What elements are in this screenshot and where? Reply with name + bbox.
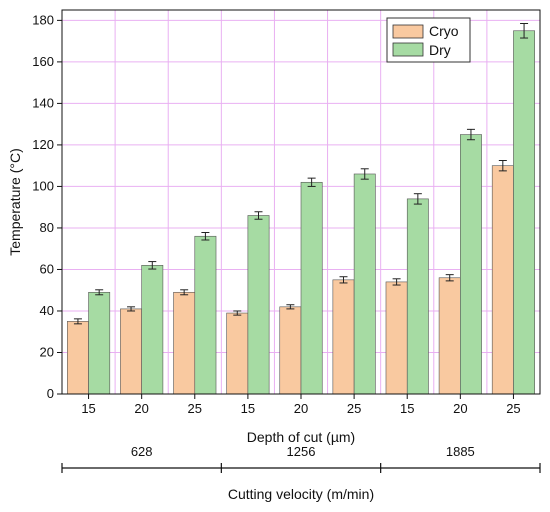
x-tick-label: 25 (188, 401, 202, 416)
bar-dry-4 (300, 181, 323, 395)
bar-dry-6 (406, 198, 429, 395)
error-bar-cryo-8 (498, 159, 507, 172)
error-bar-dry-0 (95, 289, 104, 296)
x-axis-ticks: 15 20 25 15 20 25 15 20 25 (81, 394, 521, 416)
secondary-axis-label: 1256 (287, 444, 316, 459)
x-tick-label: 15 (400, 401, 414, 416)
secondary-axis-title: Cutting velocity (m/min) (228, 486, 374, 502)
bar-cryo-0 (67, 321, 89, 395)
error-bar-dry-1 (148, 261, 157, 270)
bar-cryo-3 (226, 312, 249, 395)
secondary-axis-label: 628 (131, 444, 153, 459)
bar-cryo-7 (438, 277, 461, 395)
y-tick-label: 60 (40, 261, 54, 276)
x-axis-title: Depth of cut (µm) (247, 429, 355, 445)
error-bar-cryo-4 (286, 304, 295, 310)
legend-label-cryo: Cryo (429, 23, 459, 39)
y-axis-title: Temperature (°C) (7, 148, 23, 256)
legend: Cryo Dry (386, 17, 471, 63)
y-tick-label: 40 (40, 303, 54, 318)
error-bar-dry-4 (307, 177, 316, 187)
bars (67, 30, 535, 395)
error-bar-cryo-6 (392, 278, 401, 286)
error-bar-cryo-2 (180, 289, 189, 296)
secondary-axis-label: 1885 (446, 444, 475, 459)
error-bar-cryo-3 (233, 310, 242, 316)
bar-cryo-1 (120, 308, 142, 395)
bar-dry-2 (194, 235, 217, 395)
legend-label-dry: Dry (429, 42, 451, 58)
error-bar-cryo-1 (127, 306, 136, 312)
error-bar-cryo-5 (339, 276, 348, 284)
y-tick-label: 140 (32, 95, 54, 110)
bar-cryo-2 (173, 291, 196, 395)
y-tick-label: 0 (47, 386, 54, 401)
error-bar-dry-2 (201, 232, 210, 241)
y-tick-label: 80 (40, 220, 54, 235)
bar-cryo-6 (385, 281, 408, 395)
legend-swatch-dry (392, 42, 424, 57)
x-tick-label: 20 (294, 401, 308, 416)
bar-dry-7 (460, 134, 482, 395)
error-bar-dry-3 (254, 211, 263, 220)
error-bar-cryo-7 (445, 274, 454, 282)
secondary-axis: 628 1256 1885 (61, 444, 541, 473)
y-tick-label: 180 (32, 12, 54, 27)
x-tick-label: 15 (241, 401, 255, 416)
bar-dry-0 (88, 291, 111, 395)
bar-cryo-5 (332, 279, 355, 395)
bar-cryo-4 (279, 306, 302, 395)
x-tick-label: 15 (81, 401, 95, 416)
error-bars (73, 22, 529, 325)
bar-dry-3 (247, 215, 270, 395)
error-bar-dry-7 (466, 128, 475, 141)
y-axis-ticks: 0 20 40 60 80 100 120 140 160 180 (32, 12, 62, 401)
legend-swatch-cryo (392, 24, 424, 39)
x-tick-label: 20 (453, 401, 467, 416)
error-bar-cryo-0 (73, 318, 82, 325)
y-tick-label: 160 (32, 54, 54, 69)
x-tick-label: 25 (347, 401, 361, 416)
y-tick-label: 20 (40, 344, 54, 359)
error-bar-dry-8 (520, 22, 529, 39)
y-tick-label: 100 (32, 178, 54, 193)
bar-cryo-8 (491, 165, 514, 395)
x-tick-label: 25 (506, 401, 520, 416)
bar-dry-1 (141, 265, 164, 395)
y-tick-label: 120 (32, 137, 54, 152)
bar-dry-8 (513, 30, 535, 395)
x-tick-label: 20 (134, 401, 148, 416)
bar-dry-5 (353, 173, 376, 395)
error-bar-dry-5 (360, 168, 369, 180)
error-bar-dry-6 (413, 193, 422, 205)
